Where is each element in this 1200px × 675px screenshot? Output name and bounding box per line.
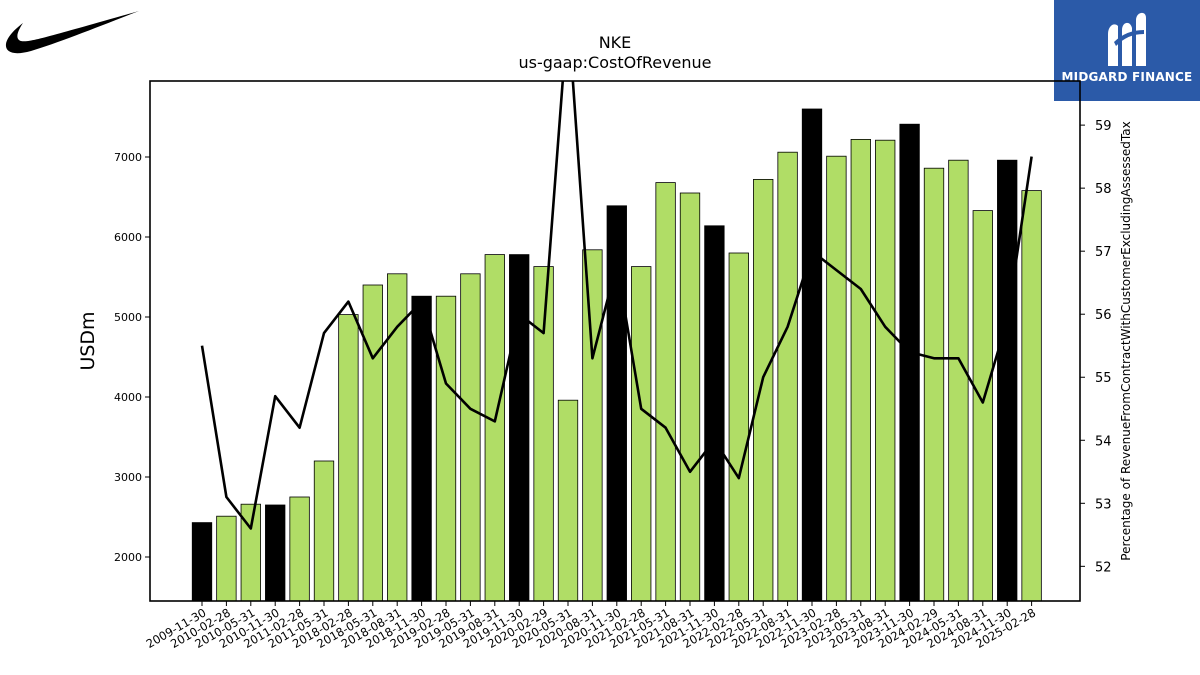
y-tick-label: 4000 <box>114 391 142 404</box>
y-tick-label: 3000 <box>114 471 142 484</box>
bar-2019-02-28 <box>435 295 457 602</box>
y2-tick-label: 59 <box>1095 119 1112 134</box>
bar-2018-02-28 <box>338 314 359 602</box>
bar-2021-02-28 <box>631 266 652 602</box>
bar-2021-08-31 <box>679 192 701 602</box>
bar-2023-02-28 <box>826 155 847 602</box>
bar-2018-11-30 <box>411 295 432 602</box>
midgard-finance-logo: MIDGARD FINANCE <box>1054 0 1200 101</box>
chart-title: NKE <box>599 33 632 52</box>
bar-2024-02-29 <box>923 167 945 602</box>
nike-logo <box>3 5 143 61</box>
y2-tick-label: 57 <box>1095 245 1112 260</box>
y2-tick-label: 55 <box>1095 371 1112 386</box>
y-axis: 2000 3000 4000 5000 6000 7000 <box>114 151 150 564</box>
y-tick-label: 6000 <box>114 231 142 244</box>
bar-2023-08-31 <box>875 139 896 602</box>
y-tick-label: 5000 <box>114 311 142 324</box>
bar-2019-05-31 <box>460 273 481 602</box>
y2-tick-label: 54 <box>1095 434 1112 449</box>
bar-2020-05-31 <box>557 399 579 602</box>
bar-2020-08-31 <box>582 249 603 602</box>
y2-axis-label: Percentage of RevenueFromContractWithCus… <box>1119 121 1133 560</box>
bar-2019-11-30 <box>509 254 530 602</box>
bar-2022-02-28 <box>728 252 749 602</box>
bar-2011-02-28 <box>289 496 310 602</box>
swoosh-icon <box>5 11 139 54</box>
bar-2018-08-31 <box>387 273 408 602</box>
bar-2023-11-30 <box>899 123 920 602</box>
bar-2024-11-30 <box>997 159 1018 602</box>
y-tick-label: 2000 <box>114 551 142 564</box>
bar-2021-05-31 <box>655 182 676 602</box>
y-axis-label: USDm <box>77 311 99 370</box>
midgard-mark-icon <box>1108 12 1146 67</box>
bar-2023-05-31 <box>850 138 871 602</box>
brand-name: MIDGARD FINANCE <box>1061 70 1193 84</box>
line-group <box>200 81 1033 530</box>
plot-frame <box>149 80 1081 602</box>
y2-tick-label: 58 <box>1095 182 1112 197</box>
bar-2010-11-30 <box>265 504 286 602</box>
y2-tick-label: 56 <box>1095 308 1112 323</box>
y2-axis: 52 53 54 55 56 57 58 59 <box>1080 119 1112 575</box>
bar-2024-05-31 <box>948 159 969 602</box>
bar-2011-05-31 <box>313 460 335 602</box>
series-line <box>200 81 1033 530</box>
y-tick-label: 7000 <box>114 151 142 164</box>
y2-tick-label: 52 <box>1095 560 1112 575</box>
bar-2024-08-31 <box>972 210 993 602</box>
bar-2021-11-30 <box>704 225 725 602</box>
chart-subtitle: us-gaap:CostOfRevenue <box>518 53 711 72</box>
bar-2022-11-30 <box>801 108 823 602</box>
y2-tick-label: 53 <box>1095 497 1112 512</box>
bar-2010-02-28 <box>216 515 237 602</box>
bar-2022-05-31 <box>753 178 774 602</box>
bar-2009-11-30 <box>191 522 213 602</box>
bar-2018-05-31 <box>362 284 383 602</box>
x-axis: 2009-11-302010-02-282010-05-312010-11-30… <box>144 601 1038 651</box>
bar-2025-02-28 <box>1021 190 1042 602</box>
bar-2022-08-31 <box>777 151 798 602</box>
bar-2019-08-31 <box>484 254 505 602</box>
